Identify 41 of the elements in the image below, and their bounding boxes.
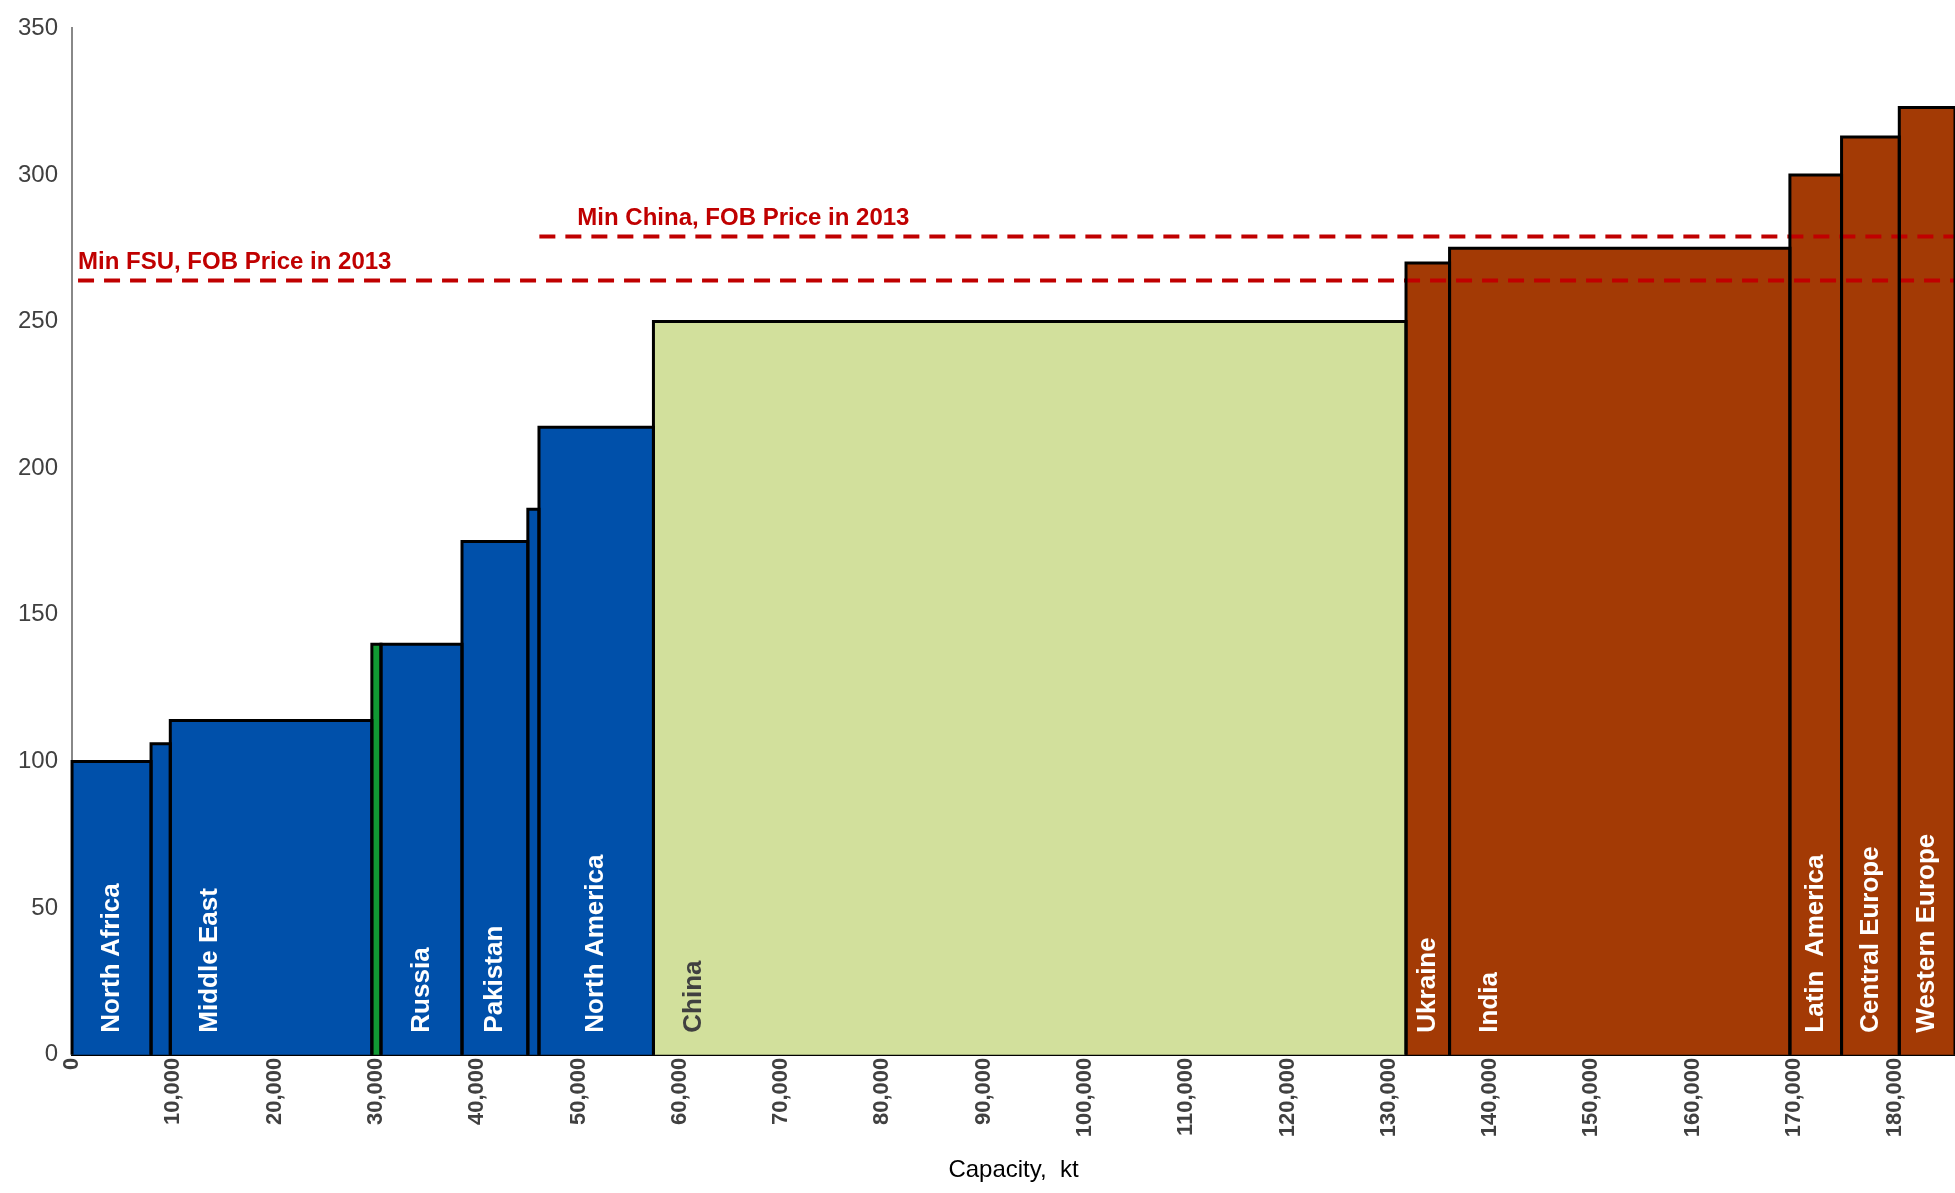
y-tick-label: 150	[18, 599, 59, 627]
y-tick-label: 100	[18, 746, 59, 774]
x-tick-label: 170,000	[1780, 1057, 1806, 1138]
x-tick-label: 180,000	[1881, 1057, 1907, 1138]
x-axis-title: Capacity, kt	[948, 1155, 1079, 1183]
x-tick-label: 60,000	[665, 1057, 691, 1125]
category-label: China	[676, 960, 707, 1033]
y-tick-label: 200	[18, 452, 59, 480]
category-label: Western Europe	[1910, 833, 1941, 1033]
category-label: Russia	[404, 947, 435, 1033]
x-tick-label: 110,000	[1172, 1057, 1198, 1136]
y-tick-label: 350	[18, 13, 59, 41]
category-label: Pakistan	[478, 925, 509, 1033]
x-tick-label: 90,000	[969, 1057, 995, 1125]
category-label: Middle East	[193, 888, 224, 1033]
y-tick-label: 0	[44, 1039, 59, 1067]
x-tick-label: 30,000	[361, 1057, 387, 1125]
category-label: Latin America	[1798, 854, 1829, 1033]
x-tick-label: 100,000	[1070, 1057, 1096, 1138]
x-tick-label: 160,000	[1678, 1057, 1704, 1138]
x-tick-label: 150,000	[1577, 1057, 1603, 1138]
x-tick-label: 10,000	[159, 1057, 185, 1125]
x-tick-label: 70,000	[767, 1057, 793, 1125]
category-label: India	[1472, 972, 1503, 1033]
ref-line-label: Min FSU, FOB Price in 2013	[78, 247, 392, 275]
category-label: North America	[579, 854, 610, 1033]
x-tick-label: 20,000	[260, 1057, 286, 1125]
x-tick-label: 50,000	[564, 1057, 590, 1125]
category-label: Central Europe	[1853, 846, 1884, 1033]
ref-line-label: Min China, FOB Price in 2013	[577, 203, 910, 231]
y-tick-label: 250	[18, 306, 59, 334]
x-tick-label: 120,000	[1273, 1057, 1299, 1138]
y-tick-label: 300	[18, 159, 59, 187]
x-tick-label: 130,000	[1374, 1057, 1400, 1138]
category-label: North Africa	[94, 883, 125, 1033]
category-label: Ukraine	[1410, 937, 1441, 1033]
x-tick-label: 0	[58, 1057, 84, 1070]
y-tick-label: 50	[31, 892, 59, 920]
x-tick-label: 80,000	[868, 1057, 894, 1125]
x-tick-label: 140,000	[1476, 1057, 1502, 1138]
x-tick-label: 40,000	[463, 1057, 489, 1125]
